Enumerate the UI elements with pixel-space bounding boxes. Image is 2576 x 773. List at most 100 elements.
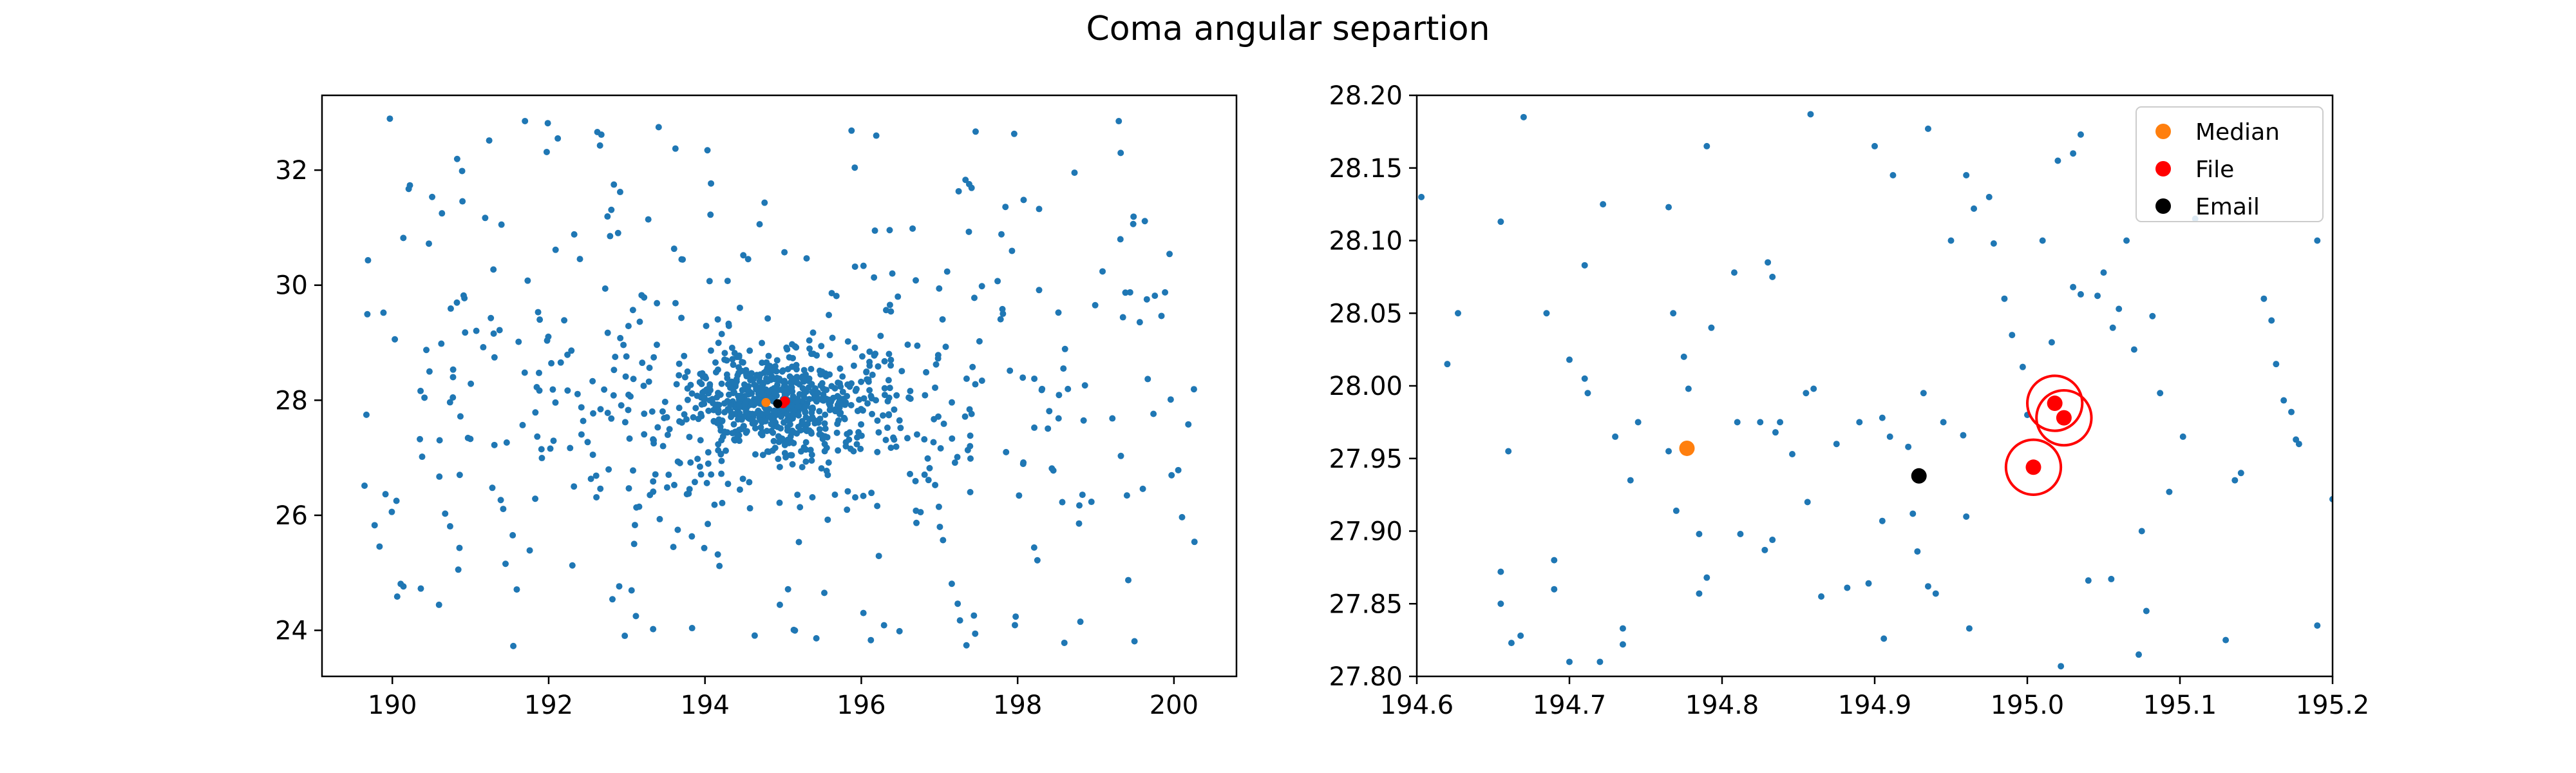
data-point xyxy=(757,430,764,437)
data-point xyxy=(802,403,810,410)
data-point xyxy=(1117,149,1124,157)
data-point xyxy=(848,401,855,408)
data-point xyxy=(589,377,596,385)
data-point xyxy=(688,625,696,632)
data-point xyxy=(821,420,828,427)
data-point xyxy=(1886,433,1893,440)
data-point xyxy=(435,601,442,608)
data-point xyxy=(371,522,378,529)
median-point xyxy=(761,397,771,407)
data-point xyxy=(480,344,487,351)
data-point xyxy=(696,463,703,470)
data-point xyxy=(1092,301,1099,309)
data-point xyxy=(535,309,542,316)
data-point xyxy=(907,388,914,395)
data-point xyxy=(757,411,764,418)
data-point xyxy=(513,586,520,593)
data-point xyxy=(1865,580,1872,587)
data-point xyxy=(879,412,886,419)
data-point xyxy=(655,124,662,131)
plot-area xyxy=(1418,111,2333,670)
data-point xyxy=(739,359,746,366)
x-tick-label: 195.1 xyxy=(2143,691,2217,720)
data-point xyxy=(724,397,731,405)
data-point xyxy=(574,390,581,397)
data-point xyxy=(871,352,878,359)
data-point xyxy=(839,373,846,380)
figure-title: Coma angular separtion xyxy=(1086,10,1490,48)
data-point xyxy=(2280,397,2287,404)
data-point xyxy=(724,278,731,285)
data-point xyxy=(852,387,859,394)
data-point xyxy=(1115,118,1122,125)
data-point xyxy=(674,526,681,533)
data-point xyxy=(826,312,833,319)
data-point xyxy=(847,445,854,452)
data-point xyxy=(622,373,629,380)
data-point xyxy=(746,373,753,380)
data-point xyxy=(701,544,708,551)
data-point xyxy=(748,400,755,407)
data-point xyxy=(887,356,895,363)
data-point xyxy=(854,407,861,414)
data-point xyxy=(647,491,654,499)
data-point xyxy=(881,358,888,365)
data-point xyxy=(670,481,677,488)
data-point xyxy=(770,385,777,392)
data-point xyxy=(2138,528,2145,535)
data-point xyxy=(1818,593,1825,600)
data-point xyxy=(770,437,777,444)
data-point xyxy=(641,431,648,438)
data-point xyxy=(882,436,889,443)
data-point xyxy=(936,285,943,292)
data-point xyxy=(1543,310,1550,317)
data-point xyxy=(774,423,781,430)
data-point xyxy=(790,429,797,436)
data-point xyxy=(854,434,861,441)
data-point xyxy=(808,409,815,416)
legend-label-file: File xyxy=(2195,157,2234,183)
data-point xyxy=(850,362,857,369)
data-point xyxy=(712,368,719,376)
email-point xyxy=(1911,468,1927,484)
data-point xyxy=(1619,641,1626,648)
data-point xyxy=(676,360,683,367)
data-point xyxy=(608,206,615,213)
data-point xyxy=(800,367,808,374)
data-point xyxy=(450,394,457,401)
data-point xyxy=(954,600,961,607)
data-point xyxy=(789,461,796,468)
legend-box xyxy=(2136,106,2324,222)
data-point xyxy=(2130,346,2137,353)
data-point xyxy=(725,320,732,327)
data-point xyxy=(436,437,443,444)
data-point xyxy=(730,361,737,368)
data-point xyxy=(705,449,712,456)
data-point xyxy=(735,403,743,410)
data-point xyxy=(488,314,495,321)
data-point xyxy=(781,419,788,426)
data-point xyxy=(965,180,972,187)
data-point xyxy=(997,316,1004,323)
y-tick-label: 27.85 xyxy=(1329,589,1403,619)
data-point xyxy=(486,137,493,144)
data-point xyxy=(393,497,400,504)
data-point xyxy=(2048,339,2055,346)
data-point xyxy=(818,343,825,350)
data-point xyxy=(623,353,630,360)
data-point xyxy=(746,347,753,354)
data-point xyxy=(564,351,571,358)
data-point xyxy=(2288,408,2295,415)
data-point xyxy=(860,395,867,402)
y-tick-label: 27.80 xyxy=(1329,662,1403,692)
plot-area xyxy=(361,115,1198,649)
data-point xyxy=(994,278,1001,285)
data-point xyxy=(998,231,1005,238)
data-point xyxy=(848,127,855,134)
data-point xyxy=(491,441,498,448)
data-point xyxy=(738,416,745,423)
data-point xyxy=(1099,268,1106,275)
data-point xyxy=(692,405,699,412)
data-point xyxy=(616,189,623,196)
data-point xyxy=(1880,635,1888,642)
